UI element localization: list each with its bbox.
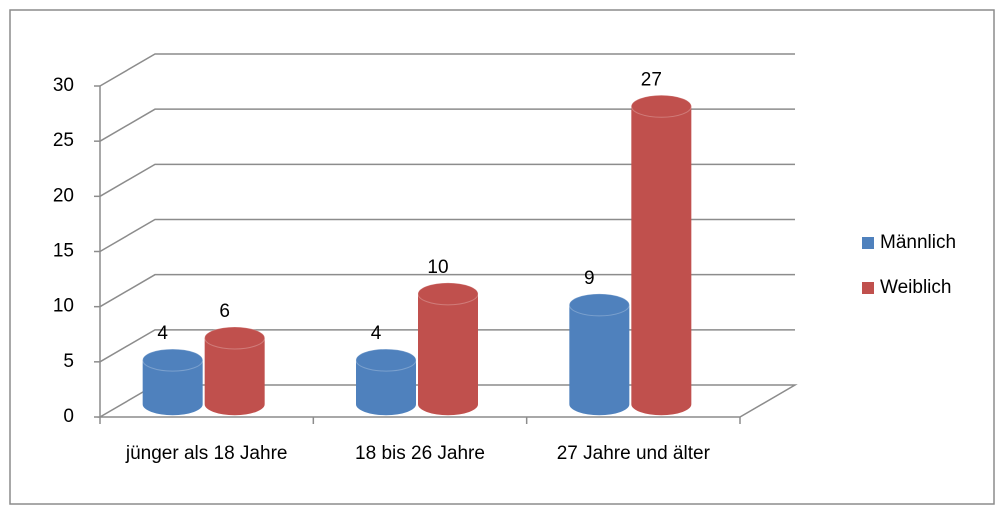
bar xyxy=(355,348,417,416)
y-tick-label: 15 xyxy=(53,241,74,262)
value-label: 4 xyxy=(371,323,382,344)
grid-line xyxy=(99,273,795,308)
legend-swatch xyxy=(862,282,874,294)
chart-border xyxy=(9,9,995,505)
grid-line xyxy=(99,53,795,87)
bar-body xyxy=(142,360,203,416)
bar-top xyxy=(204,326,266,350)
y-tick-label: 10 xyxy=(53,296,74,317)
value-label: 10 xyxy=(427,257,448,278)
bar-top xyxy=(417,282,479,306)
x-tick-label: 27 Jahre und älter xyxy=(557,443,711,464)
x-tick-label: 18 bis 26 Jahre xyxy=(355,443,485,464)
value-label: 9 xyxy=(584,268,595,289)
y-tick-label: 25 xyxy=(53,130,74,151)
y-tick-label: 5 xyxy=(63,351,74,372)
legend-label: Männlich xyxy=(880,232,956,253)
x-tick-label: jünger als 18 Jahre xyxy=(125,443,288,464)
grid-line xyxy=(99,108,795,142)
value-label: 27 xyxy=(641,69,662,90)
legend-label: Weiblich xyxy=(880,277,951,298)
bar xyxy=(630,94,692,416)
value-label: 4 xyxy=(157,323,168,344)
y-tick-label: 20 xyxy=(53,185,74,206)
bar-body xyxy=(631,106,692,416)
bar-body xyxy=(569,304,630,416)
y-tick-label: 30 xyxy=(53,75,74,96)
bar-body xyxy=(418,293,478,416)
bar-body xyxy=(356,360,416,416)
bar xyxy=(568,293,630,416)
y-tick-label: 0 xyxy=(63,406,74,427)
bar xyxy=(417,282,479,416)
bar-top xyxy=(142,348,204,372)
bar xyxy=(142,348,204,416)
grid-line xyxy=(99,218,795,253)
legend-swatch xyxy=(862,237,874,249)
grid-line xyxy=(99,163,795,197)
value-label: 6 xyxy=(219,301,230,322)
bar-top xyxy=(568,293,630,317)
bar-body xyxy=(204,338,265,416)
bar xyxy=(204,326,266,416)
bar-top xyxy=(630,94,692,118)
bar-top xyxy=(355,348,417,372)
